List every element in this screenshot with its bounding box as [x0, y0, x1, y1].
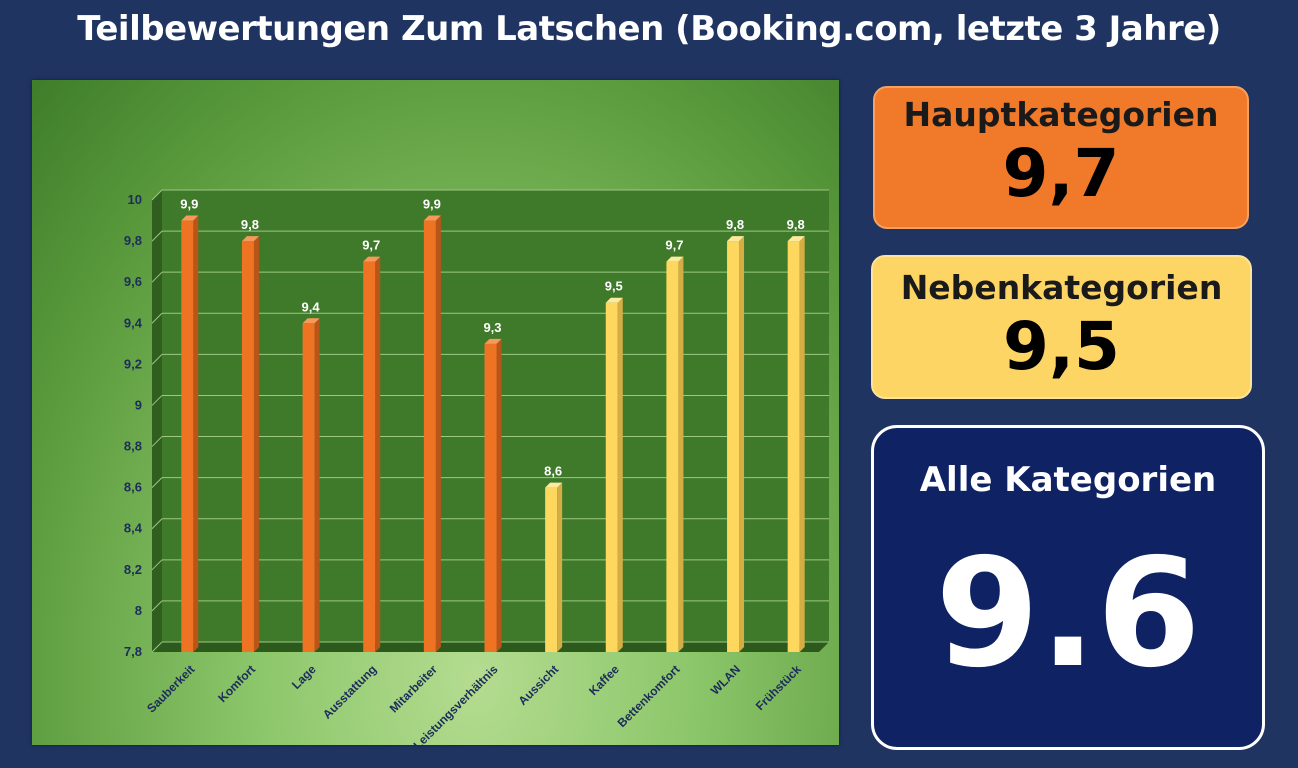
data-label: 9,7: [362, 238, 380, 253]
gridline-side: [151, 230, 163, 242]
bar: [545, 487, 558, 652]
bar-side: [739, 236, 745, 652]
x-tick-label: Bettenkomfort: [615, 662, 683, 730]
gridline-side: [151, 436, 163, 447]
y-tick-label: 8,4: [124, 521, 143, 536]
bar-top: [787, 236, 805, 242]
y-tick-label: 7,8: [124, 644, 142, 659]
bar: [605, 302, 618, 652]
main-categories-label: Hauptkategorien: [903, 95, 1219, 134]
all-categories-box: Alle Kategorien 9.6: [871, 425, 1265, 750]
data-label: 9,8: [241, 217, 259, 232]
bar: [484, 343, 497, 652]
bar: [666, 261, 679, 652]
x-tick-label: Aussicht: [516, 662, 562, 708]
gridline-side: [151, 312, 163, 324]
x-tick-label: Kaffee: [586, 662, 622, 698]
side-categories-label: Nebenkategorien: [900, 268, 1223, 307]
y-tick-label: 8,8: [124, 439, 142, 454]
bar-side: [253, 236, 259, 652]
main-categories-box: Hauptkategorien 9,7: [873, 86, 1249, 229]
y-tick-label: 8,6: [124, 480, 142, 495]
bar-top: [484, 338, 502, 344]
bar-side: [193, 215, 199, 652]
bar: [181, 220, 194, 652]
y-tick-label: 9,8: [124, 233, 142, 248]
bar-side: [375, 256, 381, 652]
data-label: 9,3: [483, 320, 501, 335]
bar: [363, 261, 376, 652]
bar-side: [557, 482, 563, 652]
x-tick-label: Mitarbeiter: [387, 662, 441, 716]
y-tick-label: 9: [135, 397, 142, 412]
gridline-side: [151, 354, 163, 365]
gridline-side: [151, 641, 163, 653]
all-categories-label: Alle Kategorien: [919, 460, 1217, 500]
all-categories-score: 9.6: [935, 527, 1201, 701]
bar-side: [496, 338, 502, 652]
x-tick-label: Komfort: [215, 662, 258, 705]
bar-top: [605, 297, 623, 303]
bar-top: [727, 236, 745, 242]
bar-top: [363, 256, 381, 262]
y-tick-label: 9,6: [124, 274, 142, 289]
bar-chart: 7,8 8 8,2 8,4 8,6 8,8 9 9,2 9,4 9,6 9,8 10 9,9 Sauber…: [124, 189, 829, 745]
side-categories-score: 9,5: [1003, 308, 1120, 385]
bar-side: [435, 215, 441, 652]
y-tick-label: 9,2: [124, 356, 142, 371]
bar: [787, 241, 800, 652]
data-label: 9,9: [423, 197, 441, 212]
bar-top: [423, 215, 441, 221]
bar-side: [314, 318, 320, 652]
gridline-side: [151, 600, 163, 612]
side-categories-box: Nebenkategorien 9,5: [871, 255, 1252, 399]
x-tick-label: Ausstattung: [320, 662, 379, 721]
x-tick-label: WLAN: [708, 662, 743, 697]
main-categories-score: 9,7: [1002, 135, 1120, 212]
bar-chart-panel: 7,8 8 8,2 8,4 8,6 8,8 9 9,2 9,4 9,6 9,8 10 9,9 Sauber…: [32, 80, 839, 745]
gridline-side: [151, 189, 163, 201]
plot-side-wall: [152, 190, 162, 652]
bar-top: [545, 482, 563, 488]
gridline-side: [151, 477, 163, 488]
bar: [241, 241, 254, 652]
bar-top: [181, 215, 199, 221]
bar-side: [617, 297, 623, 652]
bar-top: [666, 256, 684, 262]
gridline-side: [151, 559, 163, 571]
y-tick-label: 9,4: [124, 315, 143, 330]
y-tick-label: 8: [135, 603, 142, 618]
y-tick-label: 10: [128, 192, 142, 207]
gridline-side: [151, 271, 163, 283]
chart-title: Teilbewertungen Zum Latschen (Booking.co…: [77, 9, 1221, 49]
bar-top: [241, 236, 259, 242]
bar-top: [302, 318, 320, 324]
data-label: 9,8: [787, 217, 805, 232]
x-tick-label: Frühstück: [753, 662, 804, 713]
data-label: 9,9: [180, 197, 198, 212]
data-label: 8,6: [544, 464, 562, 479]
data-label: 9,4: [302, 299, 321, 314]
bar: [423, 220, 436, 652]
data-label: 9,5: [605, 279, 623, 294]
x-tick-label: Sauberkeit: [144, 662, 197, 715]
bar-side: [799, 236, 805, 652]
data-label: 9,7: [665, 238, 683, 253]
gridline-side: [151, 518, 163, 530]
y-tick-label: 8,2: [124, 562, 142, 577]
data-label: 9,8: [726, 217, 744, 232]
bar-side: [678, 256, 684, 652]
bar: [727, 241, 740, 652]
x-tick-label: Lage: [289, 662, 319, 692]
gridline-side: [151, 395, 163, 406]
bar: [302, 323, 315, 652]
